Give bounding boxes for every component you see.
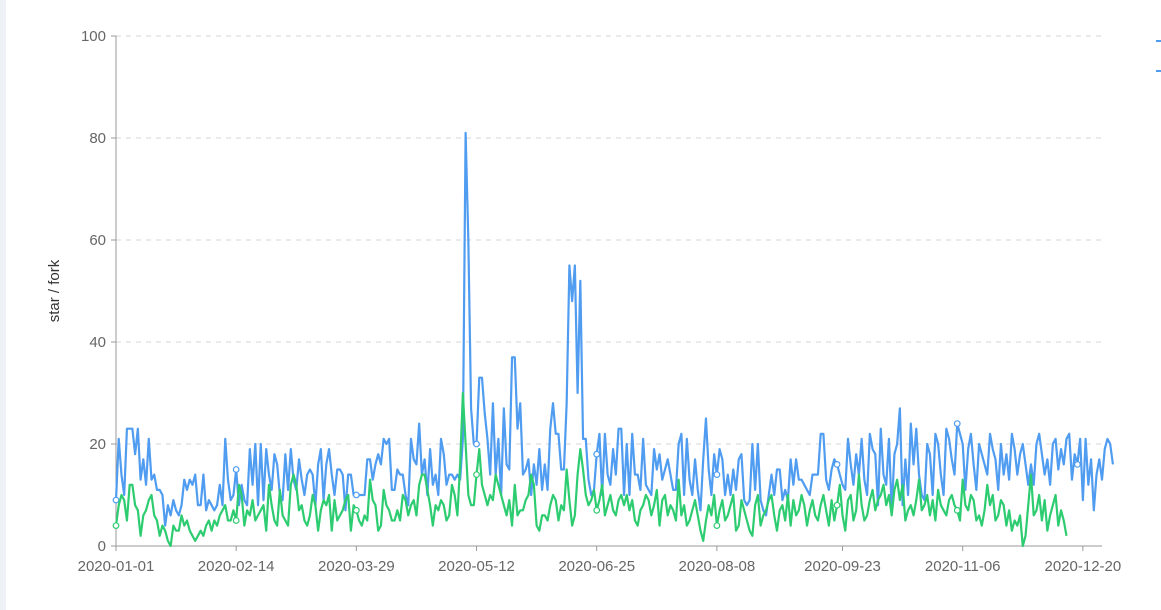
- y-tick-label-0: 0: [98, 538, 106, 555]
- data-point-2-308[interactable]: [953, 506, 961, 514]
- data-point-2-220[interactable]: [713, 522, 721, 529]
- data-point-1-0[interactable]: [112, 496, 120, 504]
- data-point-1-88[interactable]: [352, 491, 360, 499]
- x-tick-label-2020-06-25: 2020-06-25: [558, 558, 635, 575]
- x-tick-label-2020-05-12: 2020-05-12: [438, 558, 515, 575]
- y-tick-label-80: 80: [89, 130, 106, 147]
- data-point-2-88[interactable]: [352, 506, 360, 514]
- y-tick-label-60: 60: [89, 232, 106, 249]
- left-sidebar-strip: [0, 0, 6, 610]
- data-point-1-132[interactable]: [473, 440, 480, 448]
- data-point-2-0[interactable]: [112, 522, 120, 529]
- x-tick-label-2020-03-29: 2020-03-29: [318, 558, 395, 575]
- legend-marker-series-1[interactable]: [1156, 40, 1161, 42]
- y-tick-label-100: 100: [81, 28, 106, 45]
- y-tick-label-40: 40: [89, 334, 106, 351]
- x-tick-label-2020-02-14: 2020-02-14: [198, 558, 275, 575]
- data-point-1-176[interactable]: [593, 450, 601, 458]
- series-line-1[interactable]: [114, 131, 1115, 527]
- x-tick-label-2020-12-20: 2020-12-20: [1045, 558, 1122, 575]
- tick-labels: 0 20 40 60 80 100 2020-01-01 2020-02-14 2020-03-…: [78, 28, 1122, 575]
- axes: [111, 35, 1102, 551]
- data-point-2-44[interactable]: [232, 517, 240, 524]
- data-point-1-264[interactable]: [833, 461, 841, 468]
- x-tick-label-2020-08-08: 2020-08-08: [679, 558, 756, 575]
- data-point-2-132[interactable]: [473, 471, 480, 479]
- y-axis-title: star / fork: [46, 259, 63, 322]
- data-point-1-352[interactable]: [1074, 461, 1081, 468]
- legend-marker-series-2[interactable]: [1156, 70, 1161, 72]
- data-point-2-176[interactable]: [593, 506, 601, 514]
- data-point-2-264[interactable]: [833, 501, 841, 509]
- x-tick-label-2020-11-06: 2020-11-06: [925, 558, 1001, 575]
- y-tick-label-20: 20: [89, 436, 106, 453]
- series-line-2[interactable]: [114, 391, 1068, 548]
- data-point-1-308[interactable]: [953, 420, 961, 428]
- grid-lines: [116, 35, 1102, 445]
- x-tick-label-2020-09-23: 2020-09-23: [804, 558, 881, 575]
- data-point-1-44[interactable]: [232, 466, 240, 473]
- data-point-1-220[interactable]: [713, 471, 721, 479]
- x-tick-label-2020-01-01: 2020-01-01: [78, 558, 155, 575]
- series-lines: [112, 131, 1115, 548]
